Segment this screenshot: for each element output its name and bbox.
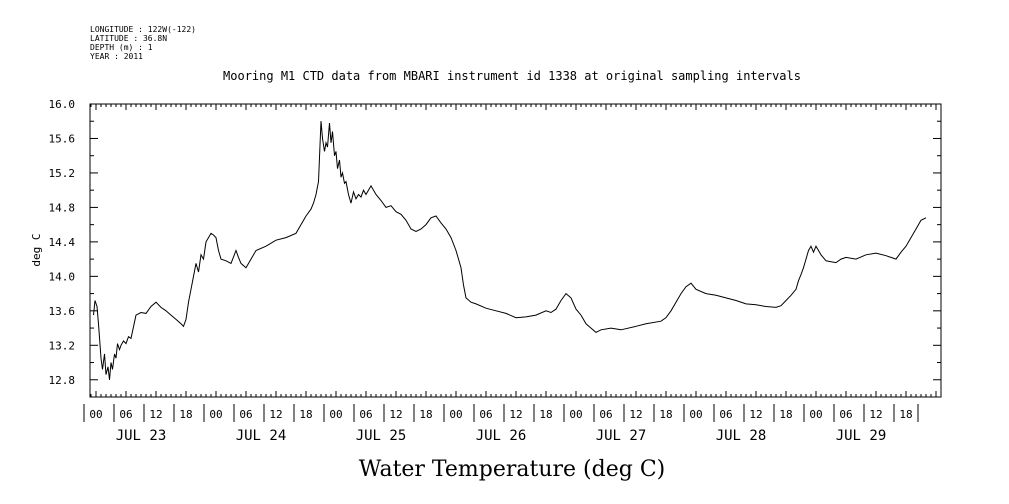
x-axis: 00 06 12 18 00 06 12 18 00 06 12 18 00 06 12 18 00 06 12 18… xyxy=(83,104,942,444)
year-label: YEAR : 2011 xyxy=(90,52,143,61)
y-tick-label: 13.6 xyxy=(49,305,76,318)
y-tick-label: 14.0 xyxy=(49,270,76,283)
x-day-label: JUL 28 xyxy=(716,428,767,444)
x-hour-label: 12 xyxy=(749,408,762,421)
plot-frame xyxy=(89,103,942,398)
x-hour-label: 18 xyxy=(899,408,912,421)
y-tick-label: 14.8 xyxy=(49,201,76,214)
x-day-label: JUL 26 xyxy=(476,428,527,444)
x-hour-label: 12 xyxy=(149,408,162,421)
chart-title: Mooring M1 CTD data from MBARI instrumen… xyxy=(223,69,801,83)
x-hour-label: 00 xyxy=(89,408,102,421)
x-hour-label: 00 xyxy=(569,408,582,421)
x-hour-label: 12 xyxy=(509,408,522,421)
y-tick-label: 15.6 xyxy=(49,132,76,145)
temperature-series-line xyxy=(93,121,927,380)
y-tick-label: 15.2 xyxy=(49,167,76,180)
x-day-label: JUL 29 xyxy=(836,428,887,444)
x-hour-label: 06 xyxy=(479,408,492,421)
x-axis-title: Water Temperature (deg C) xyxy=(359,457,666,482)
x-hour-label: 12 xyxy=(389,408,402,421)
y-tick-label: 14.4 xyxy=(49,236,76,249)
x-hour-label: 12 xyxy=(869,408,882,421)
x-hour-label: 18 xyxy=(659,408,672,421)
y-tick-label: 16.0 xyxy=(49,98,76,111)
x-hour-label: 18 xyxy=(539,408,552,421)
y-axis: 12.8 13.2 13.6 14.0 14.4 14.8 15.2 15.6 16.0 xyxy=(49,98,941,398)
x-hour-label: 06 xyxy=(719,408,732,421)
latitude-label: LATITUDE : 36.8N xyxy=(90,34,167,43)
x-hour-label: 18 xyxy=(419,408,432,421)
x-hour-label: 18 xyxy=(179,408,192,421)
depth-label: DEPTH (m) : 1 xyxy=(90,43,153,52)
x-hour-label: 18 xyxy=(779,408,792,421)
x-hour-label: 12 xyxy=(629,408,642,421)
y-tick-label: 13.2 xyxy=(49,339,76,352)
x-hour-label: 00 xyxy=(809,408,822,421)
x-day-label: JUL 23 xyxy=(116,428,167,444)
x-hour-label: 06 xyxy=(599,408,612,421)
x-day-label: JUL 25 xyxy=(356,428,407,444)
x-hour-label: 12 xyxy=(269,408,282,421)
x-hour-label: 06 xyxy=(119,408,132,421)
x-hour-label: 06 xyxy=(839,408,852,421)
longitude-label: LONGITUDE : 122W(-122) xyxy=(90,25,196,34)
x-hour-label: 06 xyxy=(239,408,252,421)
x-hour-label: 00 xyxy=(689,408,702,421)
x-day-label: JUL 27 xyxy=(596,428,647,444)
x-hour-label: 06 xyxy=(359,408,372,421)
y-tick-label: 12.8 xyxy=(49,374,76,387)
x-hour-label: 00 xyxy=(329,408,342,421)
x-day-label: JUL 24 xyxy=(236,428,287,444)
x-hour-label: 00 xyxy=(449,408,462,421)
x-hour-label: 18 xyxy=(299,408,312,421)
x-hour-label: 00 xyxy=(209,408,222,421)
y-axis-label: deg C xyxy=(30,233,43,266)
